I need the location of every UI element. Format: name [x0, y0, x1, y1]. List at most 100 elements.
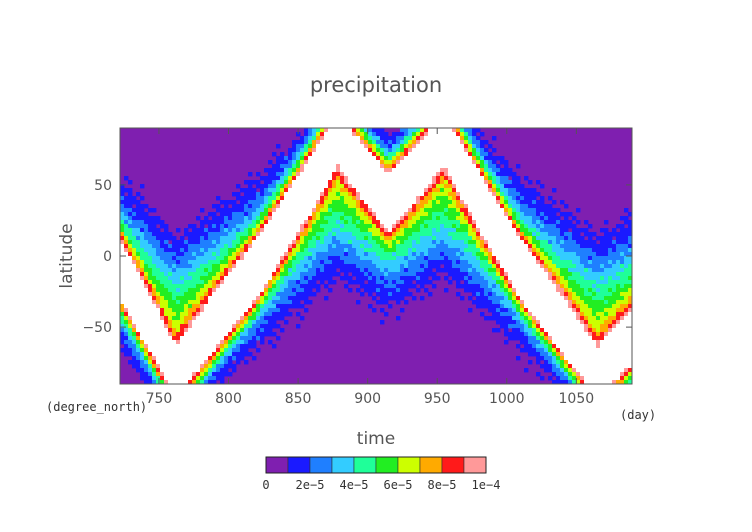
field-cell: [352, 128, 357, 133]
field-cell: [536, 236, 557, 241]
field-cell: [500, 204, 505, 209]
field-cell: [544, 348, 549, 353]
field-cell: [272, 296, 281, 301]
field-cell: [160, 316, 165, 321]
field-cell: [592, 336, 605, 341]
field-cell: [352, 216, 361, 221]
field-cell: [432, 184, 437, 189]
field-cell: [264, 292, 269, 297]
field-cell: [332, 232, 337, 237]
field-cell: [516, 232, 521, 237]
field-cell: [564, 216, 569, 221]
field-cell: [288, 188, 325, 193]
field-cell: [200, 300, 209, 305]
field-cell: [232, 228, 237, 233]
field-cell: [344, 220, 349, 225]
field-cell: [492, 312, 501, 317]
field-cell: [352, 220, 357, 225]
field-cell: [376, 240, 385, 245]
field-cell: [276, 284, 281, 289]
field-cell: [464, 140, 469, 145]
field-cell: [424, 188, 429, 193]
field-cell: [284, 280, 289, 285]
field-cell: [532, 324, 537, 329]
field-cell: [416, 252, 421, 257]
field-cell: [556, 372, 565, 377]
field-cell: [528, 336, 537, 341]
field-cell: [316, 140, 321, 145]
colorbar-tick-label: 6e−5: [384, 478, 413, 492]
field-cell: [292, 272, 301, 277]
field-cell: [472, 136, 477, 141]
field-cell: [584, 292, 593, 297]
field-cell: [368, 144, 373, 149]
field-cell: [628, 212, 633, 217]
field-cell: [268, 196, 277, 201]
field-cell: [528, 340, 541, 345]
field-cell: [364, 220, 373, 225]
field-cell: [552, 240, 557, 245]
field-cell: [132, 220, 145, 225]
field-cell: [408, 260, 429, 265]
field-cell: [480, 156, 485, 161]
field-cell: [520, 312, 525, 317]
field-cell: [452, 128, 457, 133]
field-cell: [120, 272, 141, 277]
field-cell: [272, 312, 293, 317]
field-cell: [344, 212, 357, 217]
field-cell: [140, 264, 145, 269]
field-cell: [252, 212, 261, 217]
field-cell: [344, 284, 349, 289]
field-cell: [484, 156, 505, 161]
field-cell: [144, 228, 149, 233]
field-cell: [492, 148, 497, 153]
field-cell: [352, 232, 373, 237]
field-cell: [620, 376, 625, 381]
field-cell: [212, 252, 217, 257]
field-cell: [408, 148, 413, 153]
field-cell: [156, 356, 209, 361]
field-cell: [436, 176, 441, 181]
field-cell: [120, 316, 125, 321]
field-cell: [316, 132, 321, 137]
field-cell: [180, 276, 185, 281]
field-cell: [408, 256, 417, 261]
field-cell: [224, 272, 229, 277]
field-cell: [316, 252, 345, 257]
colorbar-swatch: [463, 456, 487, 474]
field-cell: [312, 228, 325, 233]
field-cell: [124, 204, 133, 209]
field-cell: [392, 252, 397, 257]
field-cell: [540, 352, 549, 357]
field-cell: [552, 380, 569, 385]
field-cell: [280, 188, 285, 193]
field-cell: [380, 320, 385, 325]
field-cell: [492, 300, 501, 305]
field-cell: [228, 232, 237, 237]
field-cell: [452, 180, 485, 185]
field-cell: [540, 324, 585, 329]
field-cell: [300, 136, 305, 141]
field-cell: [400, 148, 405, 153]
field-cell: [256, 216, 261, 221]
field-cell: [588, 260, 593, 265]
field-cell: [340, 168, 385, 173]
field-cell: [252, 228, 257, 233]
x-tick-label: 950: [424, 391, 451, 407]
field-cell: [420, 284, 425, 289]
field-cell: [500, 188, 509, 193]
field-cell: [308, 256, 313, 261]
field-cell: [240, 248, 245, 253]
field-cell: [216, 252, 221, 257]
field-cell: [408, 224, 413, 229]
field-cell: [512, 216, 517, 221]
field-cell: [272, 272, 277, 277]
field-cell: [228, 264, 233, 269]
field-cell: [240, 252, 245, 257]
field-cell: [148, 364, 153, 369]
field-cell: [204, 268, 209, 273]
field-cell: [176, 264, 193, 269]
field-cell: [248, 172, 253, 177]
field-cell: [560, 200, 565, 205]
